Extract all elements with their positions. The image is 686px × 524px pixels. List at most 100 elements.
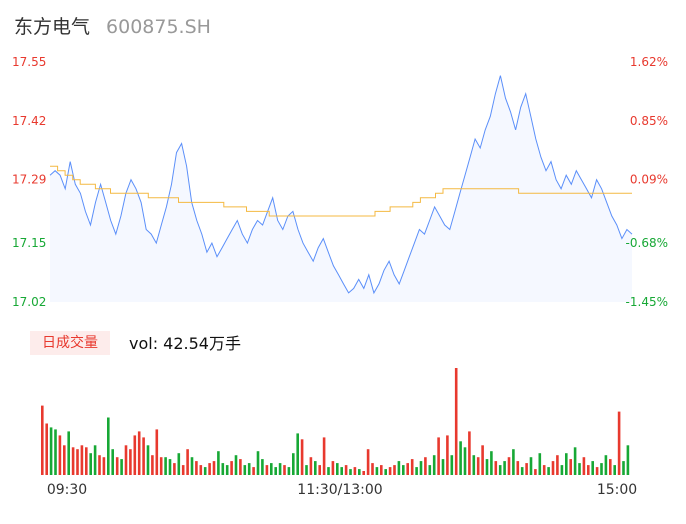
volume-bar xyxy=(159,457,163,475)
price-tick-label: 17.02 xyxy=(12,295,46,309)
volume-bar xyxy=(507,457,511,475)
percent-tick-label: -0.68% xyxy=(626,236,668,250)
time-axis-labels: 09:30 11:30/13:00 15:00 xyxy=(47,482,637,498)
volume-bar xyxy=(340,467,343,475)
volume-bar xyxy=(45,423,48,475)
volume-bar xyxy=(578,463,581,475)
price-tick-label: 17.42 xyxy=(12,114,46,128)
percent-axis-labels: 1.62% 0.85% 0.09% -0.68% -1.45% xyxy=(626,55,668,309)
volume-bar xyxy=(366,449,370,475)
volume-bars xyxy=(41,368,630,475)
volume-bar xyxy=(283,465,286,475)
volume-bar xyxy=(54,429,57,475)
volume-tab[interactable]: 日成交量 xyxy=(30,331,110,355)
volume-bar xyxy=(336,463,339,475)
average-price-line xyxy=(50,165,632,217)
volume-bar xyxy=(327,467,330,475)
volume-bar xyxy=(419,461,423,475)
volume-bar xyxy=(186,449,189,475)
stock-code: 600875.SH xyxy=(106,16,211,38)
volume-bar xyxy=(609,459,612,475)
volume-bar xyxy=(454,368,458,475)
volume-bar xyxy=(476,457,480,475)
volume-bar xyxy=(424,457,427,475)
volume-bar xyxy=(71,447,75,475)
volume-bar xyxy=(300,439,304,475)
volume-bar xyxy=(459,441,462,475)
volume-bar xyxy=(560,465,564,475)
volume-bar xyxy=(353,467,357,475)
volume-bar xyxy=(133,435,137,475)
volume-bar xyxy=(265,465,269,475)
volume-bar xyxy=(58,435,62,475)
volume-bar xyxy=(375,467,379,475)
volume-bar xyxy=(247,463,251,475)
volume-bar xyxy=(142,437,145,475)
volume-bar xyxy=(503,461,506,475)
volume-bar xyxy=(155,429,159,475)
volume-bar xyxy=(512,449,515,475)
price-series-line xyxy=(49,75,633,295)
volume-bar xyxy=(322,437,326,475)
price-area xyxy=(50,75,632,302)
volume-bar xyxy=(565,453,568,475)
volume-bar xyxy=(93,445,97,475)
percent-tick-label: 1.62% xyxy=(630,55,668,69)
volume-bar xyxy=(168,459,172,475)
volume-bar xyxy=(305,465,308,475)
volume-bar xyxy=(190,457,194,475)
volume-bar xyxy=(76,449,79,475)
volume-bar xyxy=(362,471,365,475)
volume-bar xyxy=(410,459,414,475)
volume-bar xyxy=(173,463,176,475)
volume-bar xyxy=(371,463,374,475)
percent-tick-label: 0.09% xyxy=(630,173,668,187)
volume-bar xyxy=(538,453,542,475)
volume-bar xyxy=(450,455,454,475)
volume-bar xyxy=(591,461,594,475)
volume-bar xyxy=(432,455,436,475)
price-tick-label: 17.55 xyxy=(12,55,46,69)
volume-bar xyxy=(481,445,484,475)
volume-bar xyxy=(107,417,110,475)
volume-bar xyxy=(230,461,233,475)
volume-bar xyxy=(261,459,264,475)
volume-bar xyxy=(89,453,92,475)
volume-bar xyxy=(98,455,101,475)
volume-bar xyxy=(617,411,621,475)
volume-bar xyxy=(573,447,577,475)
volume-bar xyxy=(490,451,493,475)
volume-bar xyxy=(67,431,70,475)
volume-bar xyxy=(534,469,537,475)
volume-bar xyxy=(498,465,502,475)
time-tick-label: 15:00 xyxy=(597,482,637,498)
volume-bar xyxy=(278,463,282,475)
volume-bar xyxy=(309,457,313,475)
volume-bar xyxy=(415,467,418,475)
volume-bar xyxy=(177,453,181,475)
volume-bar xyxy=(542,465,546,475)
volume-bar xyxy=(49,427,53,475)
volume-bar xyxy=(388,467,392,475)
volume-summary: vol: 42.54万手 xyxy=(129,334,241,353)
volume-bar xyxy=(115,457,119,475)
volume-bar xyxy=(252,467,255,475)
percent-tick-label: -1.45% xyxy=(626,295,668,309)
volume-bar xyxy=(494,461,498,475)
volume-bar xyxy=(569,459,572,475)
volume-bar xyxy=(287,467,291,475)
volume-bar xyxy=(146,445,150,475)
percent-tick-label: 0.85% xyxy=(630,114,668,128)
volume-bar xyxy=(516,461,520,475)
volume-bar xyxy=(314,461,317,475)
volume-bar xyxy=(582,457,586,475)
volume-bar xyxy=(468,431,471,475)
volume-bar xyxy=(256,451,260,475)
volume-bar xyxy=(547,467,550,475)
volume-bar xyxy=(102,457,106,475)
time-tick-label: 11:30/13:00 xyxy=(297,482,382,498)
volume-bar xyxy=(203,467,207,475)
volume-bar xyxy=(63,445,66,475)
volume-bar xyxy=(164,457,167,475)
